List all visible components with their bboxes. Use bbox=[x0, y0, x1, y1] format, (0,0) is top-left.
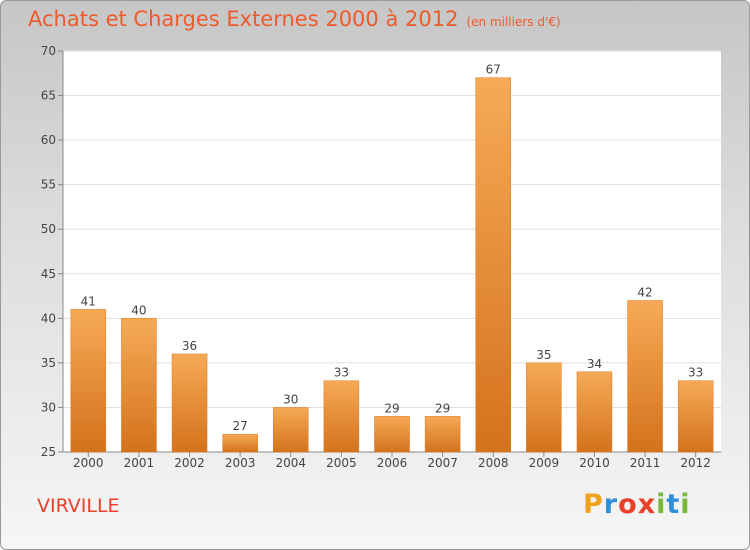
chart-title: Achats et Charges Externes 2000 à 2012 (e… bbox=[28, 7, 561, 31]
chart-unit: (en milliers d'€) bbox=[466, 15, 561, 29]
data-label-2007: 29 bbox=[435, 401, 450, 415]
data-label-2012: 33 bbox=[688, 366, 703, 380]
logo-letter: i bbox=[680, 489, 691, 520]
x-tick-label-2008: 2008 bbox=[478, 456, 509, 470]
data-label-2011: 42 bbox=[637, 286, 652, 300]
y-tick-label: 25 bbox=[41, 445, 56, 459]
logo-letter: r bbox=[603, 489, 619, 520]
data-label-2002: 36 bbox=[182, 339, 197, 353]
logo-letter: P bbox=[583, 489, 604, 520]
bar-2008 bbox=[475, 77, 511, 453]
data-label-2009: 35 bbox=[536, 348, 551, 362]
y-tick-label: 50 bbox=[41, 222, 56, 236]
x-tick-label-2006: 2006 bbox=[377, 456, 408, 470]
bar-2009 bbox=[526, 362, 562, 453]
x-tick-label-2010: 2010 bbox=[579, 456, 610, 470]
logo-letter: o bbox=[618, 489, 638, 520]
bar-2005 bbox=[323, 380, 360, 453]
proxiti-logo: Proxiti bbox=[583, 489, 691, 520]
x-tick-label-2012: 2012 bbox=[680, 456, 711, 470]
y-tick-label: 40 bbox=[41, 311, 56, 325]
data-label-2001: 40 bbox=[131, 303, 146, 317]
bar-2000 bbox=[70, 309, 107, 453]
x-tick-label-2009: 2009 bbox=[529, 456, 560, 470]
x-tick-label-2011: 2011 bbox=[630, 456, 661, 470]
data-label-2004: 30 bbox=[283, 392, 298, 406]
y-tick-label: 35 bbox=[41, 356, 56, 370]
x-tick-label-2005: 2005 bbox=[326, 456, 357, 470]
y-tick-label: 45 bbox=[41, 267, 56, 281]
data-label-2010: 34 bbox=[587, 357, 602, 371]
data-label-2006: 29 bbox=[384, 401, 399, 415]
commune-name: VIRVILLE bbox=[37, 495, 120, 517]
x-tick-label-2007: 2007 bbox=[427, 456, 458, 470]
plot-area bbox=[63, 51, 721, 452]
bar-2006 bbox=[374, 416, 410, 453]
data-label-2005: 33 bbox=[334, 366, 349, 380]
logo-letter: x bbox=[637, 489, 657, 520]
data-label-2000: 41 bbox=[81, 294, 96, 308]
bar-2011 bbox=[627, 300, 663, 453]
logo-letter: t bbox=[666, 489, 681, 520]
chart-title-text: Achats et Charges Externes 2000 à 2012 bbox=[28, 7, 459, 31]
bar-2012 bbox=[677, 380, 714, 453]
bar-2007 bbox=[424, 416, 461, 453]
y-tick-label: 65 bbox=[41, 89, 56, 103]
y-tick-label: 30 bbox=[41, 400, 56, 414]
bar-2002 bbox=[171, 353, 208, 453]
bar-2001 bbox=[121, 318, 157, 453]
x-tick-label-2000: 2000 bbox=[73, 456, 104, 470]
data-label-2003: 27 bbox=[233, 419, 248, 433]
data-label-2008: 67 bbox=[486, 63, 501, 77]
bar-2010 bbox=[576, 371, 613, 453]
bar-2003 bbox=[222, 433, 258, 453]
y-tick-label: 55 bbox=[41, 178, 56, 192]
logo-letter: i bbox=[656, 489, 667, 520]
bar-2004 bbox=[273, 407, 309, 453]
x-tick-label-2004: 2004 bbox=[275, 456, 306, 470]
x-tick-label-2002: 2002 bbox=[174, 456, 205, 470]
y-tick-label: 60 bbox=[41, 133, 56, 147]
y-tick-label: 70 bbox=[41, 44, 56, 58]
x-tick-label-2001: 2001 bbox=[124, 456, 155, 470]
x-tick-label-2003: 2003 bbox=[225, 456, 256, 470]
